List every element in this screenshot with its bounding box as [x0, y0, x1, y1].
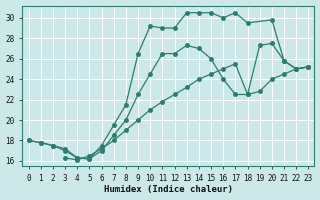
X-axis label: Humidex (Indice chaleur): Humidex (Indice chaleur) — [104, 185, 233, 194]
